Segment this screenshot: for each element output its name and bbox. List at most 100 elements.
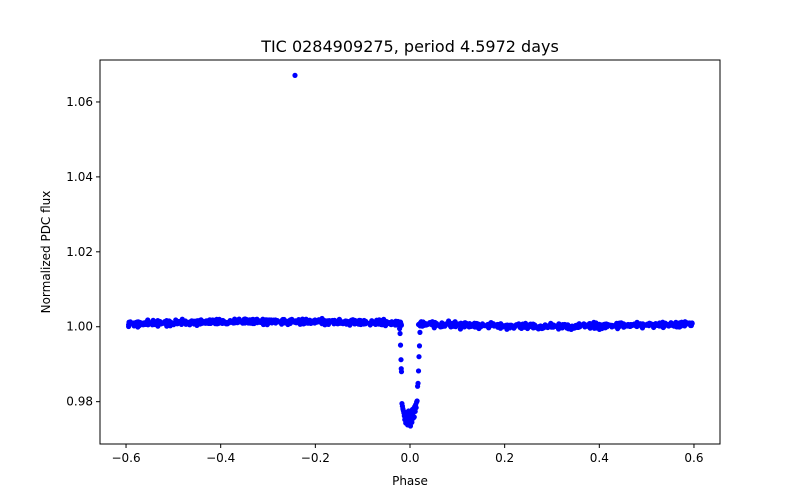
baseline-point bbox=[446, 321, 453, 327]
transit-point bbox=[398, 357, 404, 363]
plot-frame bbox=[99, 59, 721, 445]
baseline-point bbox=[328, 318, 334, 325]
baseline-point bbox=[269, 318, 275, 324]
baseline-point bbox=[332, 319, 338, 325]
baseline-point bbox=[517, 324, 523, 331]
baseline-point bbox=[499, 323, 505, 329]
baseline-point bbox=[322, 322, 328, 328]
baseline-point bbox=[227, 317, 233, 324]
transit-point bbox=[413, 405, 419, 411]
transit-point bbox=[409, 419, 415, 425]
baseline-point bbox=[605, 322, 611, 328]
baseline-point bbox=[677, 321, 683, 327]
transit-point bbox=[415, 368, 422, 374]
baseline-point bbox=[143, 319, 149, 325]
transit-point bbox=[414, 398, 420, 404]
baseline-point bbox=[481, 323, 487, 329]
baseline-point bbox=[531, 322, 537, 328]
x-tick-label: 0.6 bbox=[684, 451, 703, 465]
transit-point bbox=[416, 343, 423, 349]
baseline-point bbox=[137, 319, 143, 326]
baseline-point bbox=[127, 319, 133, 325]
baseline-point bbox=[455, 321, 461, 327]
x-tick-label: 0.0 bbox=[400, 451, 419, 465]
baseline-point bbox=[427, 320, 433, 326]
baseline-point bbox=[556, 322, 562, 328]
baseline-point bbox=[296, 318, 302, 324]
y-tick-label: 0.98 bbox=[66, 395, 93, 409]
baseline-point bbox=[374, 319, 380, 325]
baseline-point bbox=[167, 323, 173, 329]
baseline-point bbox=[388, 321, 395, 328]
baseline-point bbox=[197, 318, 204, 324]
baseline-point bbox=[275, 318, 281, 324]
outlier-point bbox=[292, 72, 298, 78]
x-tick-label: −0.6 bbox=[111, 451, 140, 465]
baseline-point bbox=[660, 324, 666, 331]
baseline-point bbox=[352, 320, 358, 326]
baseline-point bbox=[185, 319, 192, 325]
baseline-point bbox=[416, 321, 422, 327]
baseline-point bbox=[398, 321, 404, 327]
baseline-point bbox=[573, 322, 579, 329]
x-axis-label: Phase bbox=[392, 474, 428, 488]
y-axis-label: Normalized PDC flux bbox=[39, 191, 53, 314]
baseline-point bbox=[261, 317, 267, 323]
baseline-point bbox=[471, 323, 478, 330]
baseline-point bbox=[362, 321, 368, 327]
baseline-point bbox=[550, 322, 557, 328]
baseline-point bbox=[504, 322, 510, 328]
baseline-point bbox=[522, 322, 528, 328]
baseline-point bbox=[384, 321, 390, 327]
transit-point bbox=[397, 330, 403, 337]
baseline-point bbox=[312, 317, 318, 323]
y-tick-label: 1.04 bbox=[66, 170, 93, 184]
transit-point bbox=[396, 326, 403, 332]
transit-point bbox=[417, 329, 423, 335]
baseline-point bbox=[513, 322, 519, 328]
baseline-point bbox=[245, 319, 251, 325]
baseline-point bbox=[432, 322, 438, 328]
baseline-point bbox=[624, 323, 630, 329]
baseline-point bbox=[487, 321, 493, 327]
x-tick-label: 0.2 bbox=[495, 451, 514, 465]
baseline-point bbox=[646, 321, 652, 327]
transit-point bbox=[398, 369, 405, 375]
baseline-point bbox=[287, 319, 293, 325]
baseline-point bbox=[158, 319, 164, 326]
baseline-point bbox=[441, 323, 447, 329]
baseline-point bbox=[563, 324, 570, 330]
baseline-point bbox=[280, 317, 286, 323]
baseline-point bbox=[193, 321, 200, 327]
transit-point bbox=[415, 380, 421, 386]
baseline-point bbox=[216, 320, 222, 326]
baseline-point bbox=[164, 318, 171, 324]
x-tick-label: −0.4 bbox=[206, 451, 235, 465]
baseline-point bbox=[584, 322, 591, 328]
y-tick-label: 1.06 bbox=[66, 95, 93, 109]
baseline-point bbox=[539, 324, 545, 330]
y-tick-label: 1.02 bbox=[66, 245, 93, 259]
y-tick-label: 1.00 bbox=[66, 320, 93, 334]
baseline-point bbox=[462, 321, 469, 327]
y-axis-ticks: 0.98 1.00 1.02 1.04 1.06 bbox=[66, 95, 100, 409]
baseline-point bbox=[672, 320, 678, 327]
baseline-point bbox=[656, 323, 662, 329]
baseline-point bbox=[300, 318, 306, 324]
baseline-point bbox=[379, 321, 385, 327]
baseline-point bbox=[241, 317, 247, 323]
baseline-point bbox=[423, 320, 429, 327]
baseline-point bbox=[232, 316, 238, 322]
baseline-point bbox=[336, 319, 342, 326]
baseline-point bbox=[689, 320, 695, 326]
baseline-point bbox=[306, 318, 313, 324]
baseline-point bbox=[232, 320, 238, 326]
transit-point bbox=[416, 354, 422, 360]
baseline-point bbox=[635, 322, 641, 328]
baseline-point bbox=[392, 322, 398, 328]
baseline-point bbox=[595, 322, 601, 329]
baseline-point bbox=[504, 326, 510, 332]
chart-title: TIC 0284909275, period 4.5972 days bbox=[260, 37, 559, 56]
transit-point bbox=[397, 342, 404, 348]
